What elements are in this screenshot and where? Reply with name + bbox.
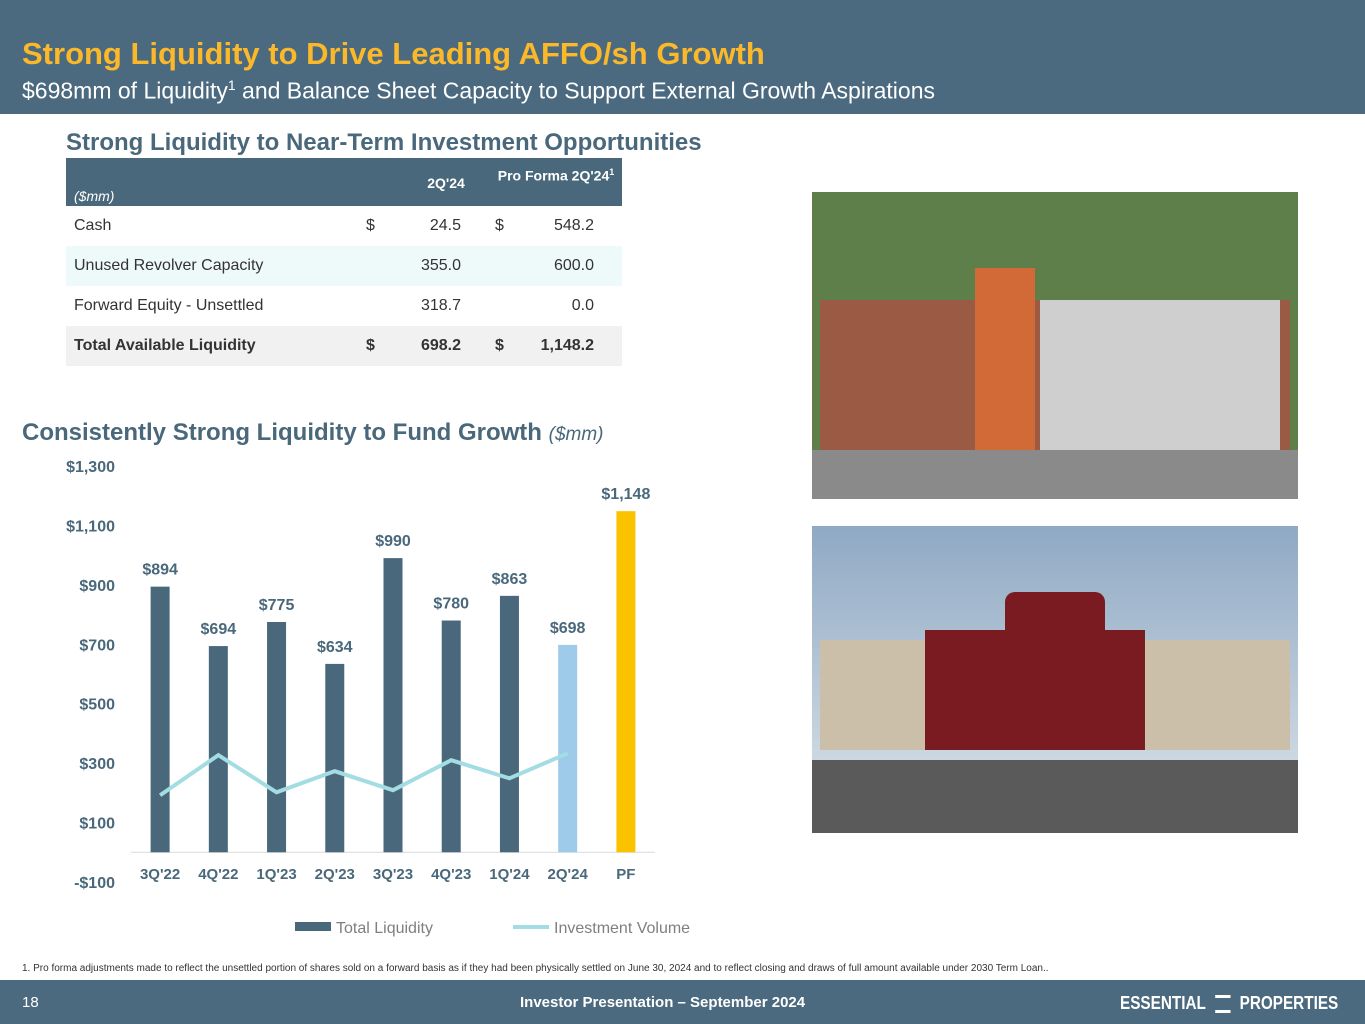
photo-restaurant	[812, 526, 1298, 833]
x-tick-label: 4Q'23	[431, 866, 471, 883]
x-tick-label: 2Q'24	[548, 866, 589, 883]
value: 600.0	[553, 257, 594, 274]
value: 24.5	[429, 217, 461, 234]
y-tick-label: $1,300	[66, 459, 115, 476]
logo-text: ESSENTIAL	[1120, 993, 1206, 1013]
subtitle-text: and Balance Sheet Capacity to Support Ex…	[235, 77, 935, 104]
table-row	[66, 286, 622, 326]
value: 355.0	[420, 257, 461, 274]
x-tick-label: PF	[616, 866, 635, 883]
y-tick-label: $1,100	[66, 518, 115, 535]
table-row	[66, 206, 622, 246]
y-tick-label: $100	[79, 816, 115, 833]
bar	[150, 586, 170, 853]
chart-title: Consistently Strong Liquidity to Fund Gr…	[22, 419, 604, 447]
chart-title-text: Consistently Strong Liquidity to Fund Gr…	[22, 419, 542, 446]
data-label: $775	[259, 597, 295, 614]
header-band	[0, 0, 1365, 114]
x-tick-label: 3Q'23	[373, 866, 413, 883]
value: 1,148.2	[540, 337, 594, 354]
data-label: $863	[492, 571, 528, 588]
y-tick-label: $300	[79, 756, 115, 773]
superscript: 1	[227, 77, 236, 93]
row-label: Total Available Liquidity	[74, 337, 256, 354]
data-label: $780	[433, 596, 469, 613]
data-label: $634	[317, 639, 353, 656]
data-label: $694	[201, 621, 237, 638]
currency: $	[495, 337, 504, 354]
column-header: 2Q'24	[427, 175, 465, 191]
bar	[383, 558, 403, 853]
value: 318.7	[420, 297, 461, 314]
table-header	[66, 158, 622, 206]
superscript: 1	[609, 167, 615, 177]
page-number: 18	[22, 994, 39, 1011]
footer-text: Investor Presentation – September 2024	[520, 994, 806, 1011]
x-tick-label: 3Q'22	[140, 866, 180, 883]
table-row	[66, 326, 622, 366]
logo: ESSENTIAL PROPERTIES	[1120, 993, 1338, 1014]
row-label: Unused Revolver Capacity	[74, 257, 264, 274]
value: 548.2	[553, 217, 594, 234]
logo-text: PROPERTIES	[1239, 993, 1339, 1013]
value: 0.0	[571, 297, 594, 314]
footer-band	[0, 980, 1365, 1024]
table-row	[66, 246, 622, 286]
currency: $	[366, 217, 375, 234]
currency: $	[495, 217, 504, 234]
column-header-text: Pro Forma 2Q'24	[497, 167, 610, 184]
bar	[499, 595, 519, 853]
chart-unit: ($mm)	[548, 424, 604, 445]
column-header: Pro Forma 2Q'241	[496, 164, 616, 185]
row-label: Forward Equity - Unsettled	[74, 297, 264, 314]
data-label: $990	[375, 533, 411, 550]
photo-building	[812, 192, 1298, 499]
row-label: Cash	[74, 217, 112, 234]
legend-label: Total Liquidity	[336, 920, 433, 937]
data-label: $698	[550, 620, 586, 637]
x-tick-label: 2Q'23	[315, 866, 355, 883]
x-tick-label: 1Q'23	[256, 866, 296, 883]
bar	[558, 644, 578, 853]
bar	[267, 622, 287, 853]
data-label: $1,148	[601, 486, 650, 503]
x-tick-label: 4Q'22	[198, 866, 238, 883]
bar	[208, 646, 228, 853]
legend-label: Investment Volume	[554, 920, 690, 937]
subtitle-text: $698mm of Liquidity	[22, 77, 228, 104]
table-title: Strong Liquidity to Near-Term Investment…	[66, 129, 702, 156]
x-tick-label: 1Q'24	[489, 866, 530, 883]
line	[158, 751, 569, 797]
bar	[616, 511, 636, 853]
unit: ($mm)	[74, 188, 115, 204]
currency: $	[366, 337, 375, 354]
data-label: $894	[142, 562, 178, 579]
title: Strong Liquidity to Drive Leading AFFO/s…	[22, 36, 765, 71]
bar	[325, 663, 345, 853]
logo-icon	[1214, 995, 1231, 1014]
value: 698.2	[420, 337, 461, 354]
subtitle: $698mm of Liquidity1 and Balance Sheet C…	[22, 77, 935, 105]
y-tick-label: -$100	[74, 875, 115, 892]
bar	[441, 620, 461, 853]
y-tick-label: $900	[79, 578, 115, 595]
footnote: 1. Pro forma adjustments made to reflect…	[22, 963, 1049, 974]
table: ($mm) 2Q'24 Pro Forma 2Q'241 Cash $24.5 $5…	[66, 158, 622, 366]
y-tick-label: $700	[79, 637, 115, 654]
legend-swatch	[295, 922, 331, 931]
y-tick-label: $500	[79, 697, 115, 714]
